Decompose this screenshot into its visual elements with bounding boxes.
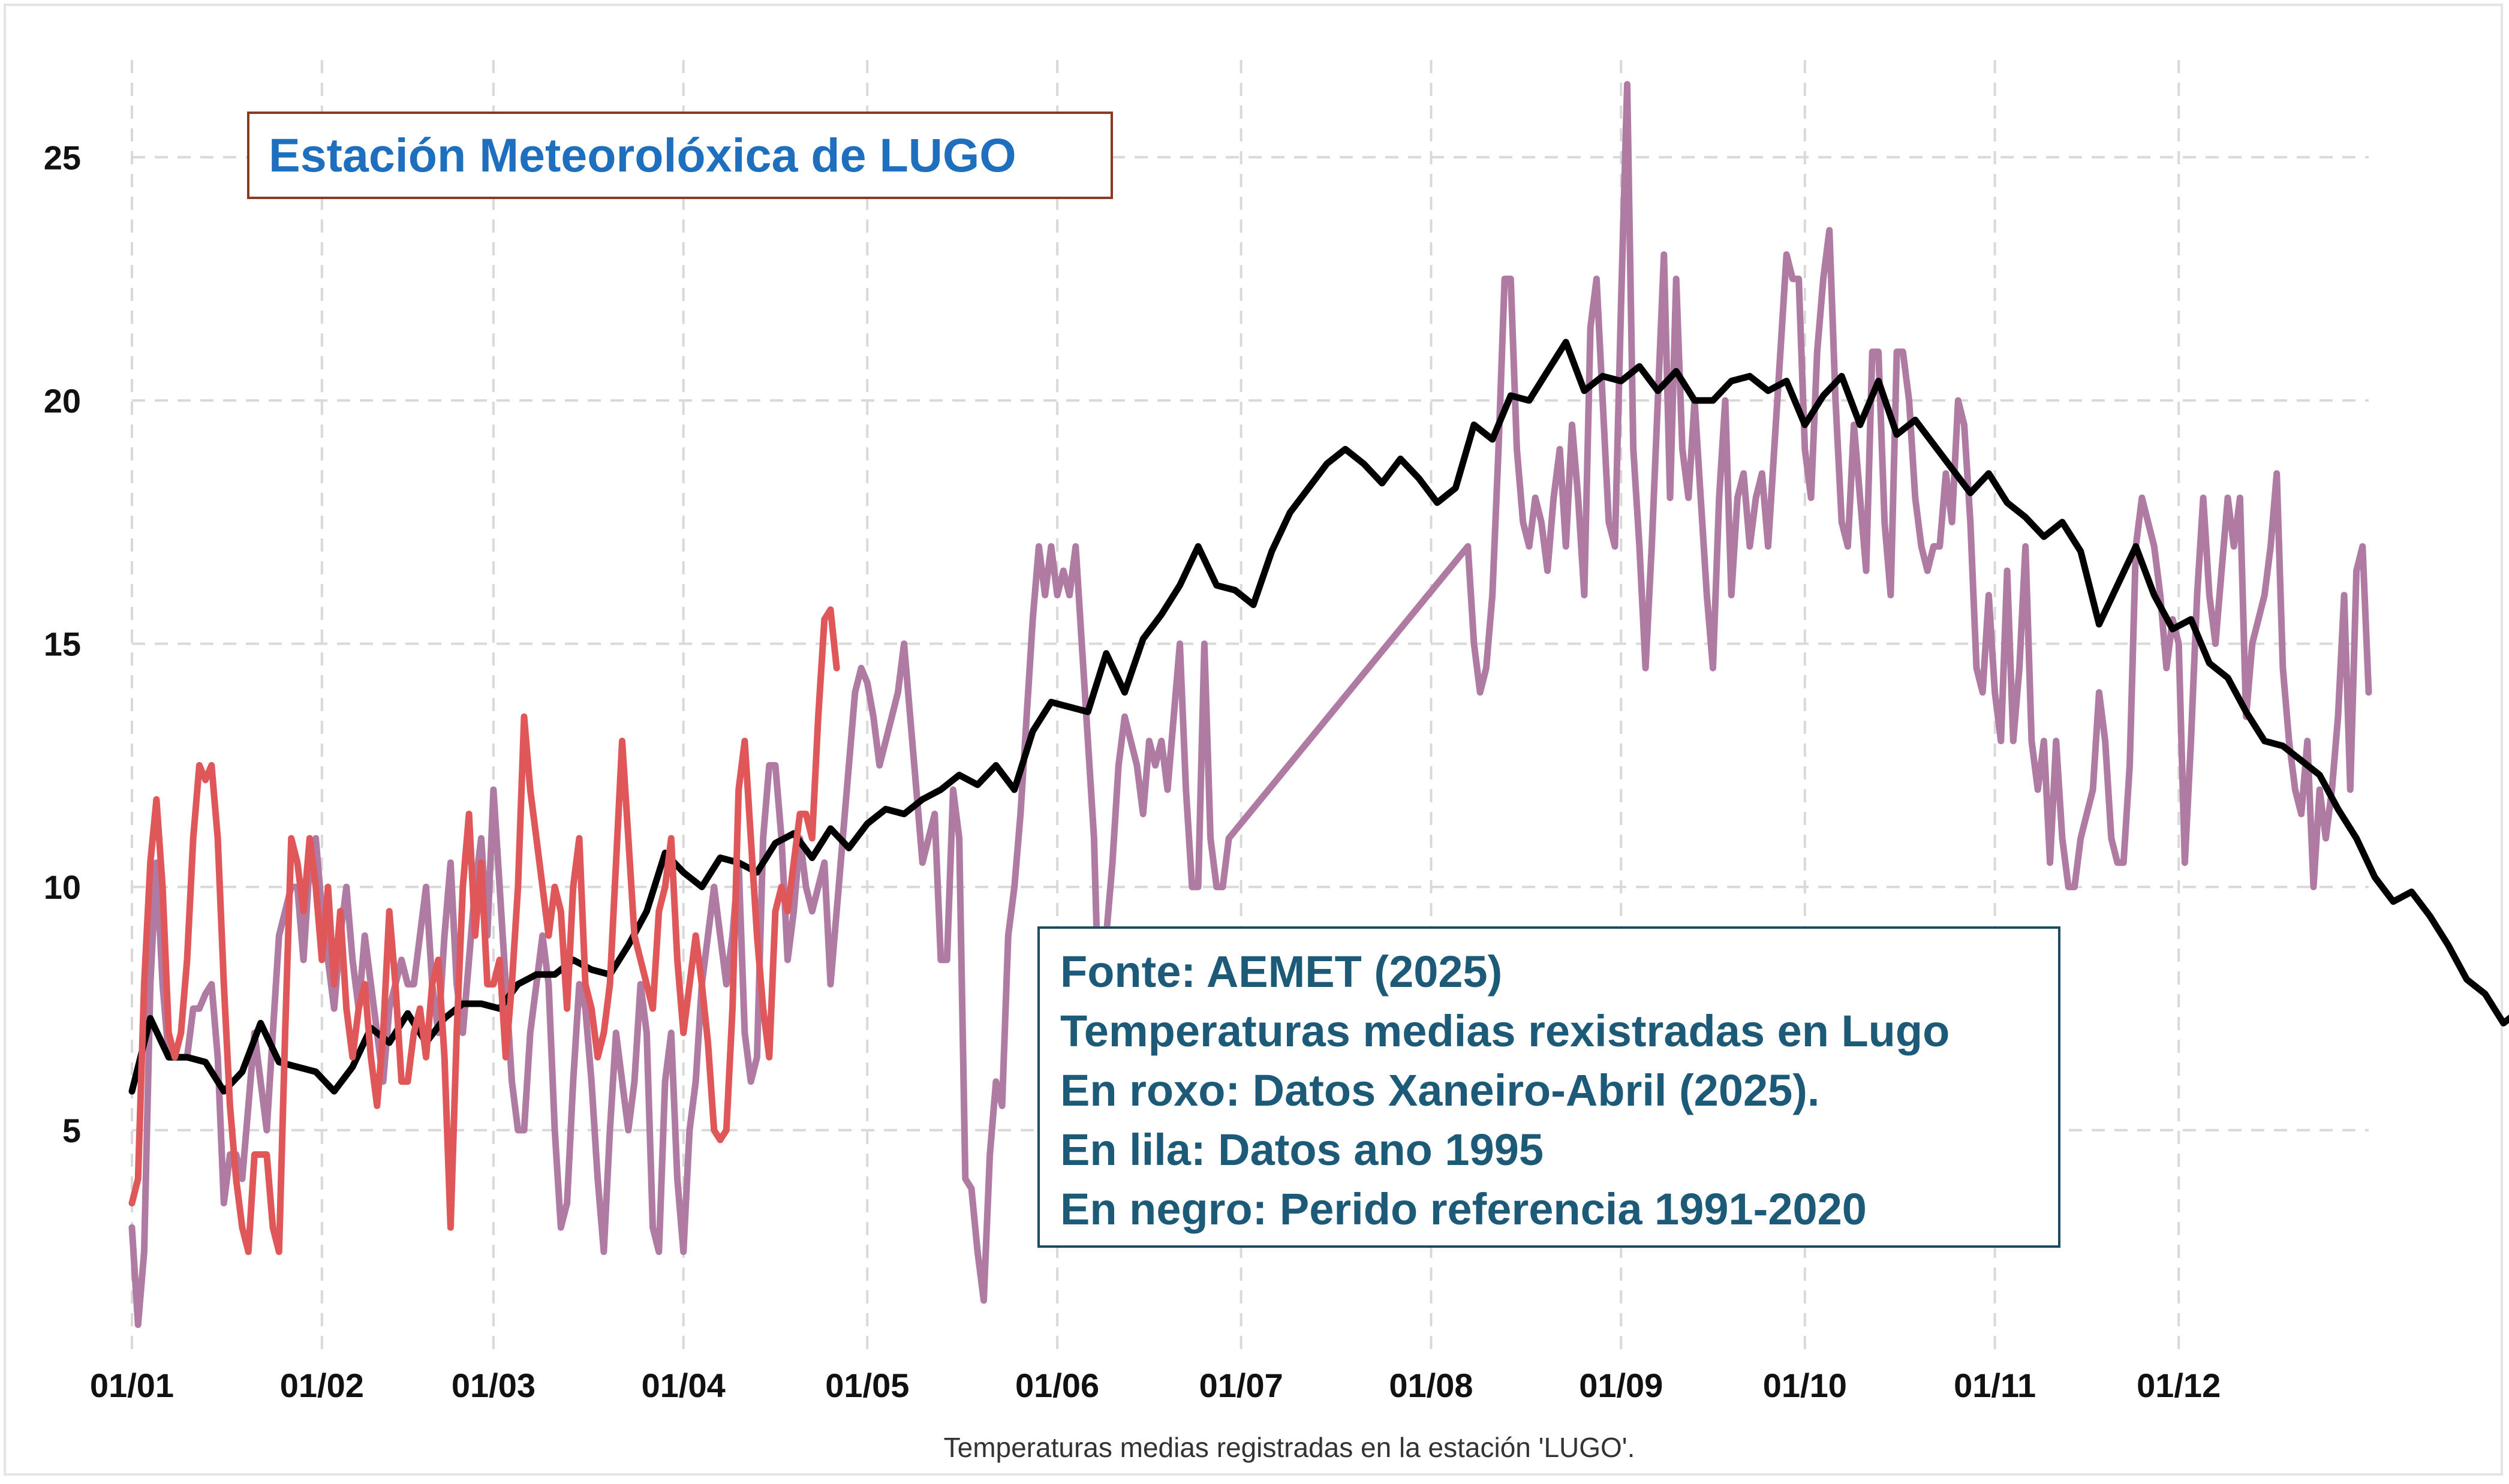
- x-tick-labels: 01/01 01/02 01/03 01/04 01/05 01/06 01/07 01/08…: [90, 1366, 2221, 1404]
- legend-source-line: Fonte: AEMET (2025): [1060, 947, 1503, 997]
- y-tick-label: 25: [44, 139, 81, 176]
- x-tick-label: 01/12: [2137, 1366, 2221, 1404]
- y-tick-label: 5: [62, 1112, 81, 1149]
- legend-box: Fonte: AEMET (2025) Temperaturas medias …: [1037, 926, 2060, 1248]
- legend-lilac-series-line: En lila: Datos ano 1995: [1060, 1125, 1544, 1175]
- x-tick-label: 01/04: [642, 1366, 726, 1404]
- chart-caption: Temperaturas medias registradas en la es…: [944, 1432, 1635, 1463]
- x-tick-label: 01/01: [90, 1366, 174, 1404]
- x-tick-label: 01/05: [825, 1366, 909, 1404]
- chart-frame: [4, 4, 2503, 1476]
- x-tick-label: 01/10: [1763, 1366, 1847, 1404]
- legend-description-line: Temperaturas medias rexistradas en Lugo: [1060, 1006, 1950, 1056]
- y-tick-label: 10: [44, 868, 81, 906]
- x-tick-label: 01/02: [280, 1366, 364, 1404]
- x-tick-label: 01/08: [1389, 1366, 1473, 1404]
- x-tick-label: 01/09: [1579, 1366, 1663, 1404]
- series-line-red: [128, 606, 840, 1256]
- y-tick-labels: 5 10 15 20 25: [44, 139, 81, 1149]
- x-tick-label: 01/07: [1199, 1366, 1283, 1404]
- legend-black-series-line: En negro: Perido referencia 1991-2020: [1060, 1184, 1867, 1234]
- title-box: Estación Meteorolóxica de LUGO: [247, 112, 1113, 199]
- x-tick-label: 01/06: [1015, 1366, 1099, 1404]
- x-tick-label: 01/03: [452, 1366, 536, 1404]
- chart-title: Estación Meteorolóxica de LUGO: [269, 128, 1016, 182]
- series-lines: [128, 81, 2509, 1328]
- legend-purple-series-line: En roxo: Datos Xaneiro-Abril (2025).: [1060, 1065, 1820, 1115]
- series-line-lilac: [128, 81, 2372, 1328]
- x-tick-label: 01/11: [1954, 1366, 2036, 1404]
- y-tick-label: 20: [44, 382, 81, 420]
- y-tick-label: 15: [44, 625, 81, 663]
